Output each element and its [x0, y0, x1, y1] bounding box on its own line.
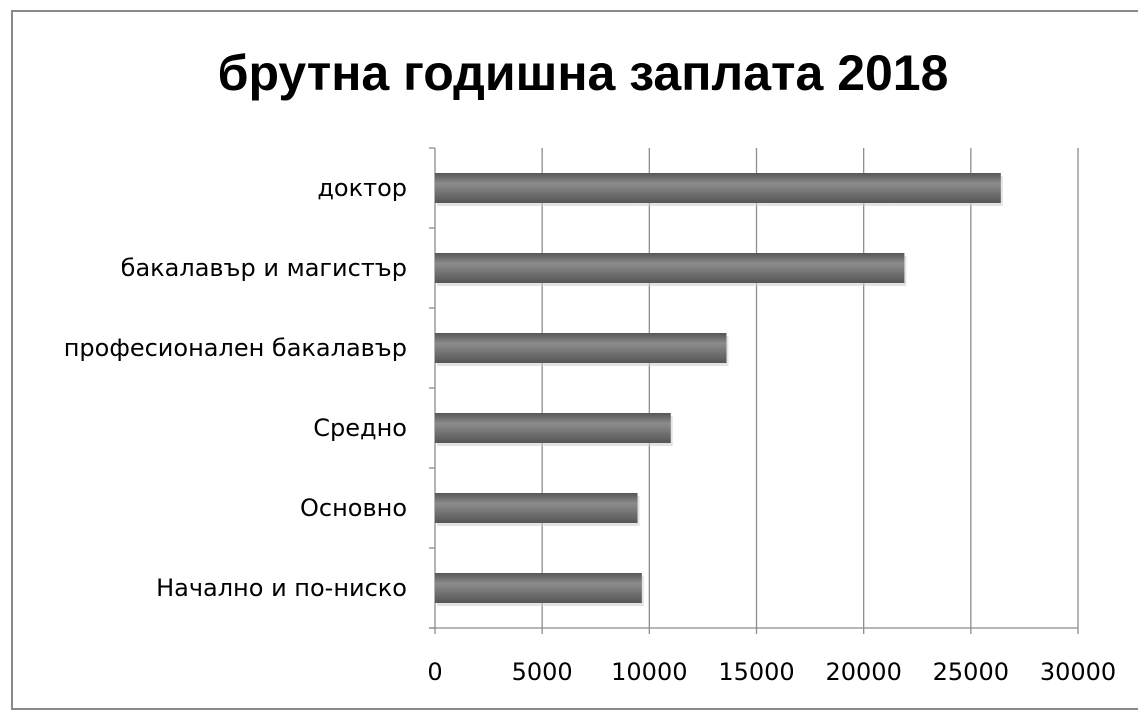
x-tick-label: 30000	[1040, 658, 1116, 686]
x-tick-label: 0	[427, 658, 442, 686]
bars	[435, 173, 1003, 606]
chart-title: брутна годишна заплата 2018	[217, 45, 949, 101]
bar	[435, 413, 671, 443]
bar	[435, 253, 905, 283]
bar	[435, 493, 638, 523]
bar	[435, 333, 727, 363]
category-label: бакалавър и магистър	[121, 254, 407, 282]
x-tick-label: 10000	[611, 658, 687, 686]
category-labels: доктор бакалавър и магистър професионален …	[64, 174, 407, 602]
x-tick-labels: 0 5000 10000 15000 20000 25000 30000	[427, 658, 1116, 686]
x-tick-label: 25000	[933, 658, 1009, 686]
axes	[429, 147, 1079, 634]
x-tick-label: 20000	[825, 658, 901, 686]
category-label: Основно	[300, 494, 407, 522]
category-label: Начално и по-ниско	[156, 574, 407, 602]
category-label: доктор	[317, 174, 407, 202]
bar	[435, 173, 1001, 203]
bar	[435, 573, 642, 603]
gridlines	[541, 148, 1079, 628]
x-tick-label: 5000	[512, 658, 573, 686]
category-label: Средно	[313, 414, 407, 442]
x-tick-label: 15000	[718, 658, 794, 686]
category-label: професионален бакалавър	[64, 334, 407, 362]
